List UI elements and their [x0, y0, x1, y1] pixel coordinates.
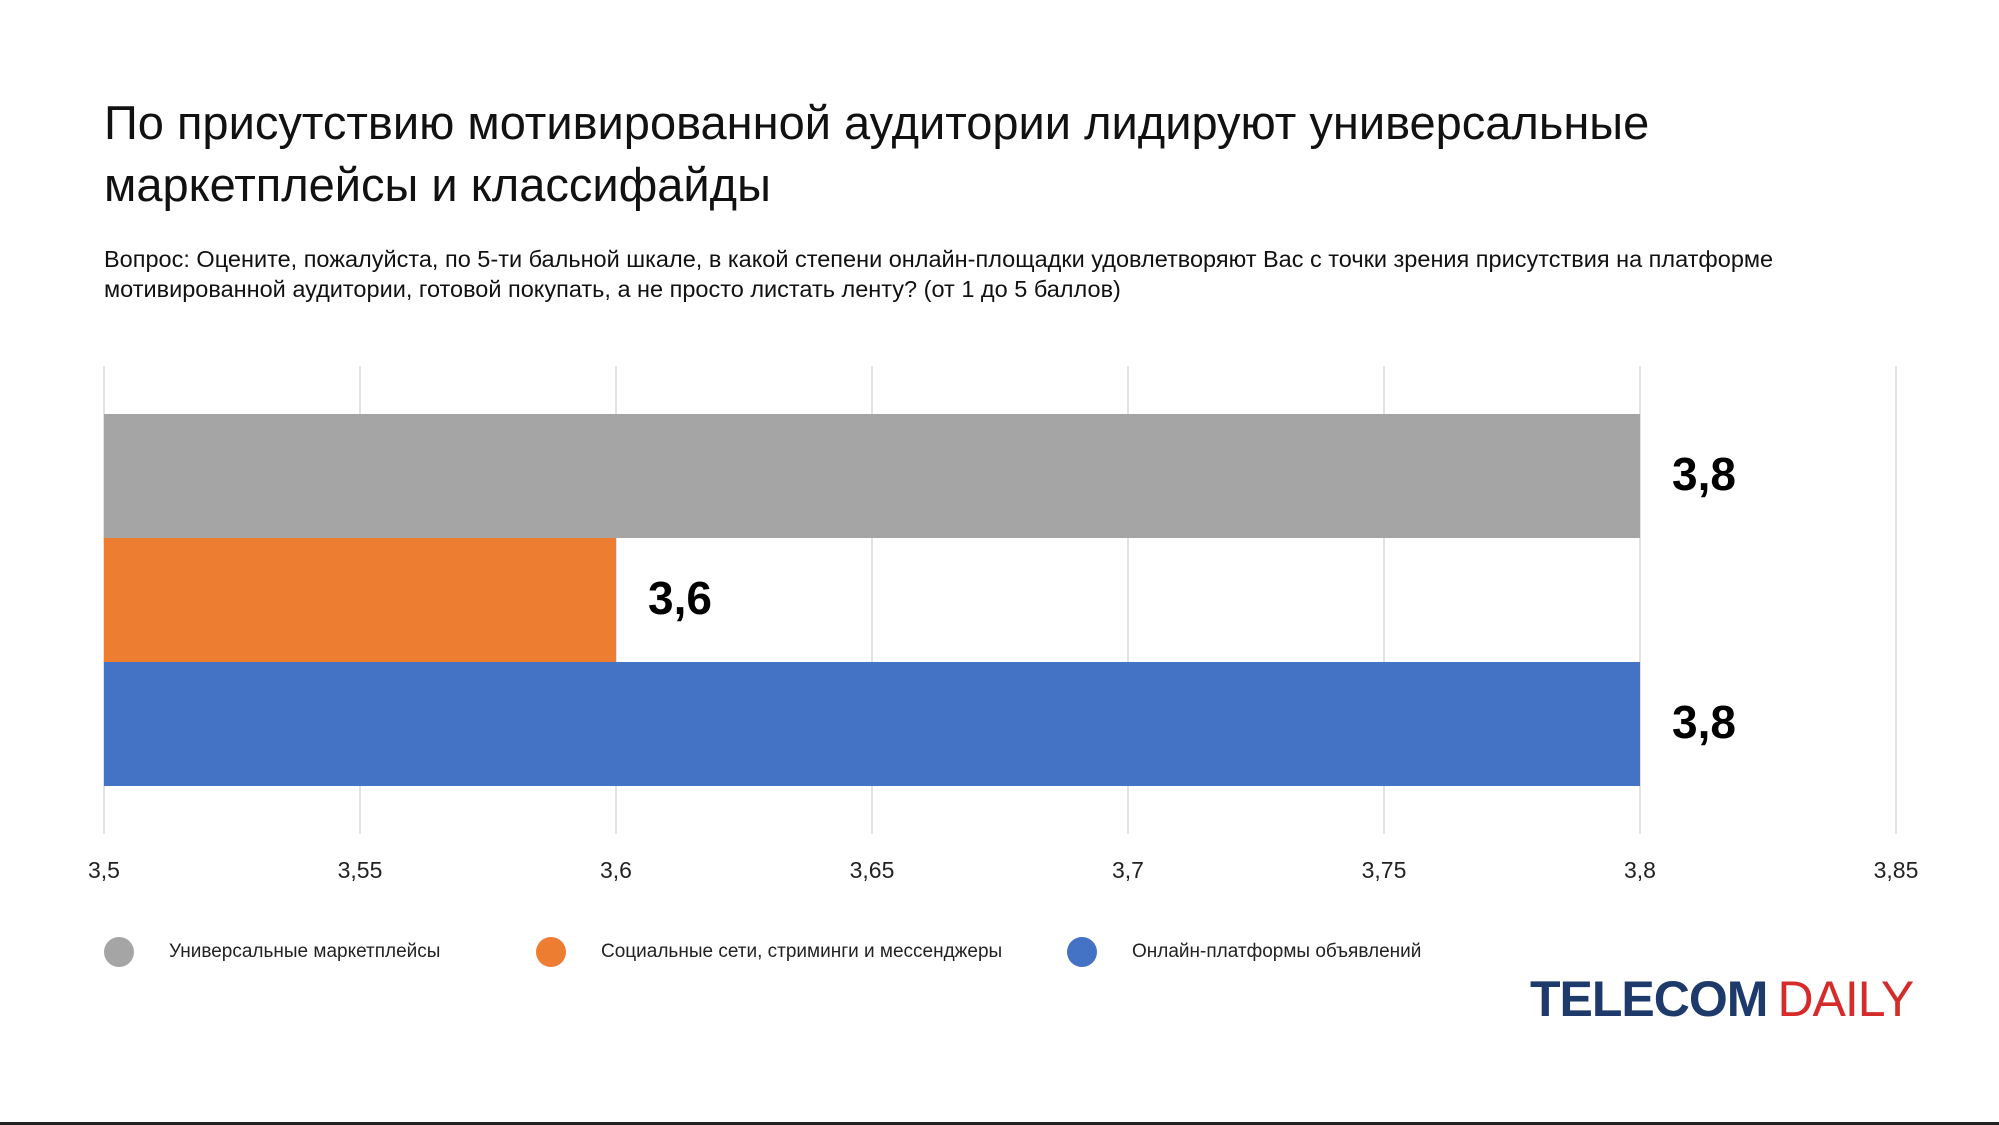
logo-part-telecom: TELECOM: [1530, 971, 1768, 1027]
x-tick-label: 3,55: [338, 857, 383, 883]
legend-marker: [104, 937, 134, 967]
x-axis-ticks: 3,5 3,55 3,6 3,65 3,7 3,75 3,8 3,85: [88, 857, 1918, 883]
chart-title: По присутствию мотивированной аудитории …: [104, 96, 1650, 211]
chart-subtitle: Вопрос: Оцените, пожалуйста, по 5-ти бал…: [104, 246, 1774, 302]
logo-part-daily: DAILY: [1777, 971, 1914, 1027]
legend-label: Онлайн-платформы объявлений: [1132, 941, 1422, 962]
x-tick-label: 3,75: [1362, 857, 1407, 883]
bar: [104, 414, 1640, 538]
bars: [104, 414, 1640, 786]
legend-item: Онлайн-платформы объявлений: [1067, 937, 1421, 967]
x-tick-label: 3,85: [1874, 857, 1919, 883]
data-label: 3,8: [1672, 696, 1736, 748]
x-tick-label: 3,65: [850, 857, 895, 883]
bar: [104, 662, 1640, 786]
x-tick-label: 3,8: [1624, 857, 1656, 883]
bar: [104, 538, 616, 662]
bar-chart: 3,8 3,6 3,8 3,5 3,55 3,6 3,65 3,7 3,75 3,8 3,85: [88, 366, 1918, 883]
data-label: 3,8: [1672, 448, 1736, 500]
legend-item: Универсальные маркетплейсы: [104, 937, 440, 967]
legend-label: Социальные сети, стриминги и мессенджеры: [601, 941, 1003, 962]
legend-marker: [1067, 937, 1097, 967]
legend-marker: [536, 937, 566, 967]
telecom-daily-logo: TELECOM DAILY: [1530, 970, 1914, 1027]
legend-item: Социальные сети, стриминги и мессенджеры: [536, 937, 1002, 967]
data-labels: 3,8 3,6 3,8: [648, 448, 1736, 748]
bottom-rule: [0, 1122, 1999, 1125]
data-label: 3,6: [648, 572, 712, 624]
x-tick-label: 3,7: [1112, 857, 1144, 883]
legend-label: Универсальные маркетплейсы: [169, 941, 441, 962]
x-tick-label: 3,5: [88, 857, 120, 883]
x-tick-label: 3,6: [600, 857, 632, 883]
